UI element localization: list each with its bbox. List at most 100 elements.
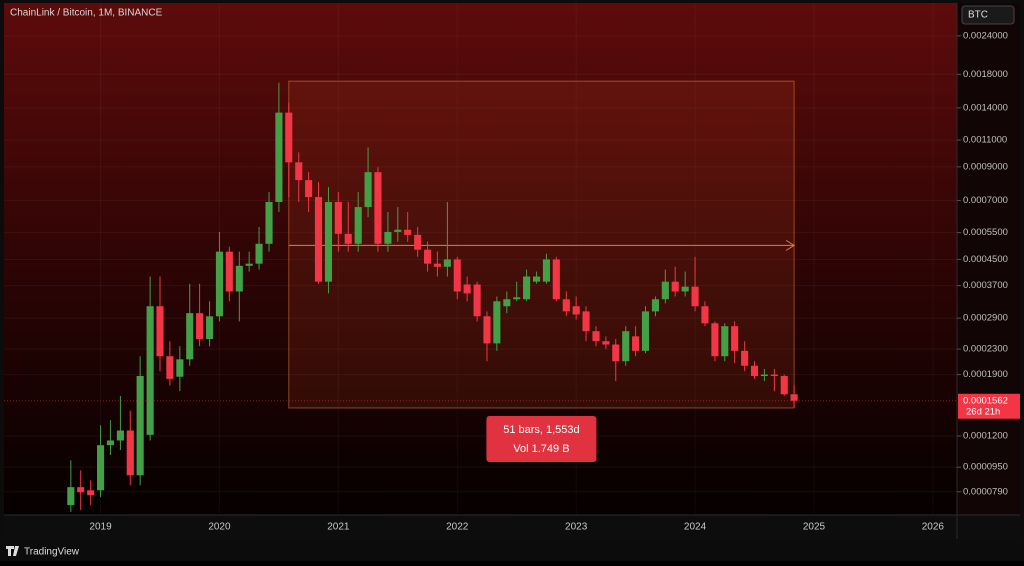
candle-body — [453, 259, 461, 292]
y-tick-label: 0.0005500 — [963, 227, 1008, 238]
candle-body — [602, 341, 610, 345]
candle-body — [463, 284, 471, 294]
candle-body — [295, 162, 303, 181]
candle-body — [612, 344, 620, 362]
candle-body — [374, 172, 382, 244]
candle-body — [433, 263, 441, 267]
candle-body — [136, 376, 144, 476]
candle-body — [77, 487, 85, 493]
y-tick-label: 0.0000950 — [963, 462, 1008, 473]
candle-body — [275, 112, 283, 202]
candle-body — [503, 299, 511, 307]
y-tick-label: 0.0009000 — [963, 161, 1008, 172]
y-tick-label: 0.0001900 — [963, 369, 1008, 380]
measure-range — [288, 80, 795, 409]
x-tick-label: 2019 — [89, 522, 112, 533]
candle-body — [156, 306, 164, 357]
candle-body — [641, 311, 650, 351]
x-tick-label: 2020 — [208, 522, 231, 533]
y-tick-label: 0.0002900 — [963, 313, 1008, 324]
candle-body — [443, 259, 451, 267]
footer-brand: TradingView — [24, 547, 80, 558]
candle-body — [533, 276, 541, 282]
currency-label[interactable]: BTC — [968, 10, 988, 21]
candle-body — [562, 299, 570, 312]
x-tick-label: 2026 — [922, 522, 945, 533]
candle-body — [394, 229, 402, 232]
candle-body — [324, 201, 333, 282]
candle-body — [701, 306, 709, 324]
candle-body — [235, 265, 243, 292]
y-tick-label: 0.0000790 — [963, 486, 1008, 497]
countdown-label: 26d 21h — [966, 406, 1000, 417]
candle-body — [87, 490, 95, 496]
candle-body — [334, 201, 342, 234]
candle-body — [196, 313, 204, 340]
x-tick-label: 2021 — [327, 522, 350, 533]
x-tick-label: 2022 — [446, 522, 469, 533]
candle-body — [354, 207, 362, 244]
measure-label-box — [486, 415, 597, 462]
candle-body — [255, 243, 263, 264]
candle-body — [96, 445, 105, 491]
x-tick-label: 2023 — [565, 522, 588, 533]
footer-logo — [6, 546, 19, 556]
candle-body — [176, 359, 184, 377]
candle-body — [711, 323, 719, 357]
y-tick-label: 0.0018000 — [963, 69, 1008, 80]
candle-body — [423, 249, 432, 264]
candle-body — [414, 234, 422, 250]
candle-body — [681, 286, 689, 292]
candle-body — [285, 112, 293, 163]
candle-body — [215, 251, 224, 317]
candle-body — [572, 306, 580, 315]
currency-button[interactable] — [961, 5, 1015, 25]
candle-body — [542, 259, 550, 282]
y-tick-label: 0.0003700 — [963, 280, 1008, 291]
time-axis — [4, 515, 1020, 539]
candle-body — [166, 356, 174, 379]
candle-body — [364, 172, 372, 208]
candle-body — [671, 281, 679, 292]
candle-body — [473, 284, 481, 317]
measure-arrow-head — [785, 239, 796, 251]
y-tick-label: 0.0024000 — [963, 30, 1008, 41]
candle-body — [404, 229, 412, 235]
chart-title: ChainLink / Bitcoin, 1M, BINANCE — [10, 8, 163, 19]
candle-body — [741, 350, 749, 366]
candle-body — [106, 440, 114, 446]
candle-body — [731, 326, 739, 351]
last-price-label: 0.0001562 — [963, 395, 1008, 406]
candle-body — [750, 365, 759, 377]
candle-body — [314, 197, 323, 282]
measure-volume-label: Vol 1.749 B — [513, 443, 569, 455]
candle-body — [265, 201, 273, 244]
candle-body — [186, 313, 194, 360]
y-tick-label: 0.0011000 — [963, 135, 1007, 146]
candle-body — [206, 316, 214, 340]
y-tick-label: 0.0014000 — [963, 102, 1008, 113]
candle-body — [632, 336, 640, 351]
candle-body — [305, 180, 313, 198]
price-axis — [957, 3, 1020, 515]
plot-background — [4, 3, 957, 515]
candle-body — [760, 374, 768, 377]
y-tick-label: 0.0007000 — [963, 195, 1008, 206]
candle-body — [780, 376, 788, 395]
candle-body — [245, 263, 253, 266]
candle-body — [513, 297, 521, 300]
x-tick-label: 2024 — [684, 522, 707, 533]
y-tick-label: 0.0002300 — [963, 344, 1008, 355]
candle-body — [67, 487, 75, 506]
candle-body — [116, 430, 124, 441]
x-tick-label: 2025 — [803, 522, 826, 533]
candle-body — [582, 311, 590, 332]
candle-body — [146, 306, 154, 435]
candle-body — [344, 233, 352, 244]
y-tick-label: 0.0001200 — [963, 430, 1008, 441]
measure-bars-label: 51 bars, 1,553d — [503, 424, 579, 436]
candle-body — [523, 276, 531, 300]
candle-body — [552, 259, 560, 300]
